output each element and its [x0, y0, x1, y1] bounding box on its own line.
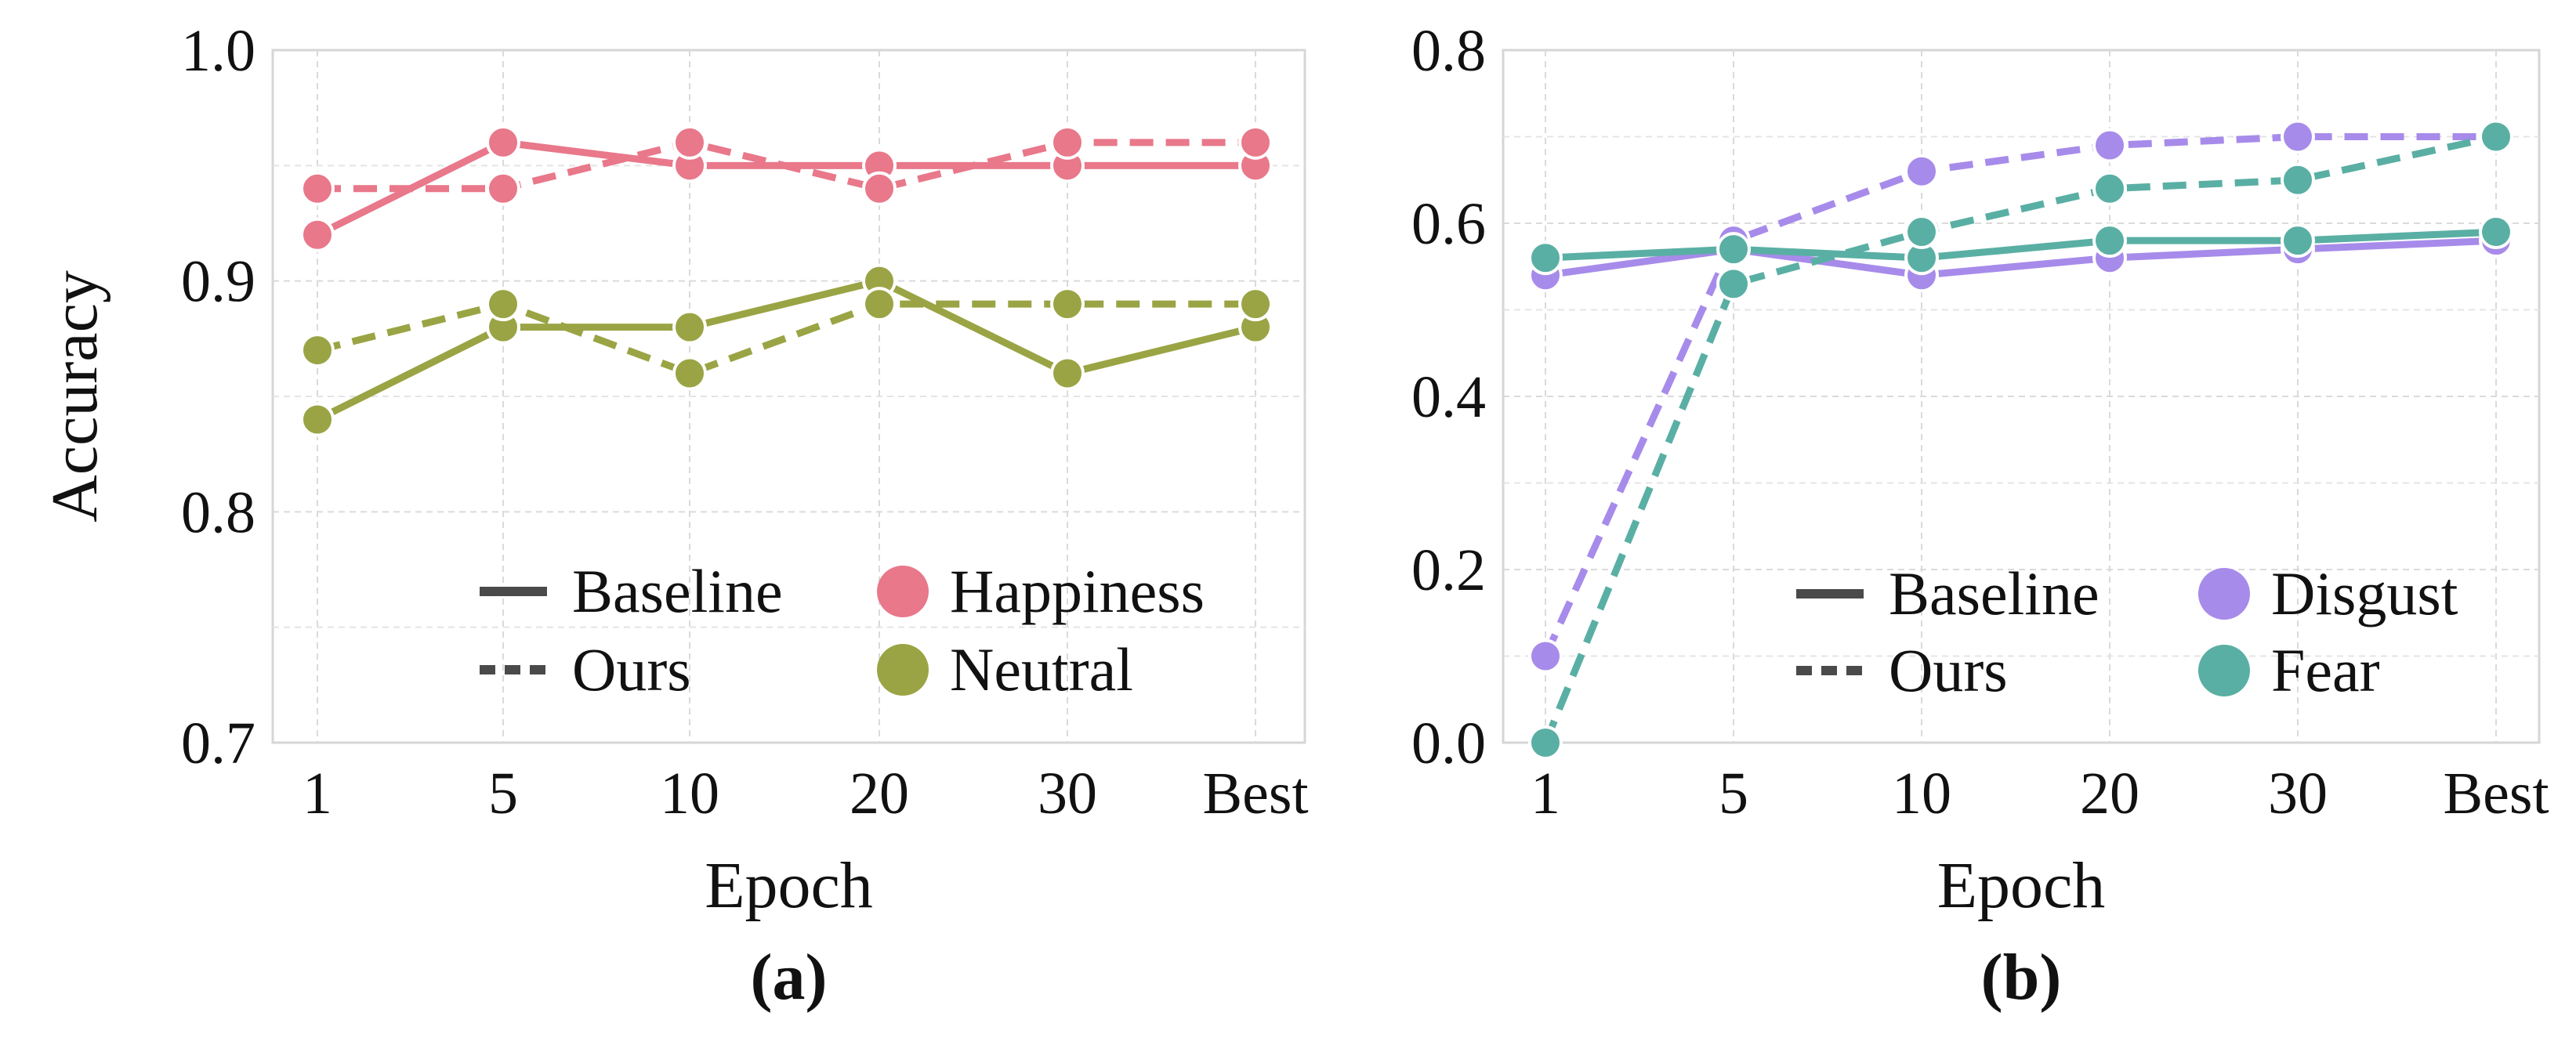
- data-point-fear-ours: [1904, 215, 1939, 250]
- data-point-neutral-ours: [672, 356, 707, 391]
- data-point-happiness-baseline: [486, 125, 520, 160]
- legend-label-ours: Ours: [1889, 636, 2008, 704]
- x-tick-label: 30: [1038, 761, 1097, 826]
- y-tick-label: 0.7: [181, 711, 255, 776]
- legend-marker-happiness: [877, 566, 929, 617]
- data-point-fear-baseline: [2092, 223, 2127, 259]
- x-tick-label: 1: [303, 761, 332, 826]
- data-point-disgust-ours: [2092, 128, 2127, 163]
- x-tick-label: 30: [2268, 761, 2328, 826]
- x-tick-label: Best: [2443, 761, 2549, 826]
- legend-label-baseline: Baseline: [572, 557, 783, 625]
- series-line-fear-baseline: [1545, 228, 2497, 262]
- data-point-fear-baseline: [2479, 215, 2513, 250]
- legend-label-baseline: Baseline: [1889, 559, 2100, 627]
- data-point-disgust-ours: [1904, 154, 1939, 189]
- data-point-fear-ours: [1716, 266, 1751, 302]
- chart-caption: (b): [1981, 941, 2062, 1014]
- data-point-neutral-baseline: [300, 402, 335, 437]
- y-tick-label: 1.0: [181, 18, 255, 84]
- x-tick-label: 5: [1719, 761, 1748, 826]
- series-line-neutral-baseline: [315, 277, 1257, 423]
- legend-marker-neutral: [877, 644, 929, 696]
- data-point-fear-baseline: [2281, 223, 2315, 259]
- data-point-disgust-ours: [2281, 119, 2315, 154]
- x-tick-label: Best: [1202, 761, 1308, 826]
- x-tick-label: 10: [1892, 761, 1951, 826]
- data-point-happiness-ours: [672, 125, 707, 160]
- legend-label-fear: Fear: [2271, 636, 2380, 704]
- data-point-happiness-ours: [1238, 125, 1273, 160]
- data-point-disgust-ours: [1528, 638, 1563, 674]
- y-tick-label: 0.8: [181, 479, 255, 545]
- x-axis-label: Epoch: [705, 849, 873, 922]
- y-tick-label: 0.2: [1411, 537, 1486, 603]
- x-tick-label: 5: [488, 761, 518, 826]
- x-tick-label: 10: [660, 761, 719, 826]
- data-point-happiness-ours: [862, 171, 897, 206]
- y-tick-label: 0.0: [1411, 711, 1486, 776]
- series-line-fear-ours: [1542, 133, 2497, 744]
- series-line-happiness-ours: [317, 139, 1255, 193]
- legend-marker-fear: [2198, 645, 2250, 696]
- y-tick-label: 0.6: [1411, 191, 1486, 257]
- y-tick-label: 0.8: [1411, 18, 1486, 84]
- data-point-fear-ours: [2479, 119, 2513, 154]
- data-point-neutral-baseline: [672, 309, 707, 345]
- data-point-fear-baseline: [1716, 232, 1751, 267]
- x-tick-label: 20: [850, 761, 909, 826]
- series-line-neutral-ours: [316, 300, 1255, 378]
- data-point-fear-baseline: [1528, 240, 1563, 276]
- data-point-happiness-baseline: [300, 217, 335, 252]
- chart-caption: (a): [751, 941, 828, 1014]
- data-point-fear-ours: [2281, 162, 2315, 197]
- data-point-neutral-ours: [1238, 287, 1273, 322]
- x-tick-label: 1: [1531, 761, 1560, 826]
- data-point-fear-ours: [1528, 725, 1563, 760]
- data-point-happiness-ours: [1050, 125, 1085, 160]
- data-point-neutral-ours: [300, 333, 335, 368]
- data-point-neutral-ours: [486, 287, 520, 322]
- x-tick-label: 20: [2080, 761, 2139, 826]
- x-axis-label: Epoch: [1937, 849, 2106, 922]
- data-point-neutral-ours: [862, 287, 897, 322]
- data-point-fear-ours: [2092, 171, 2127, 206]
- data-point-happiness-ours: [486, 171, 520, 206]
- y-axis-label: Accuracy: [38, 270, 111, 523]
- legend-label-ours: Ours: [572, 635, 691, 703]
- data-point-neutral-baseline: [1050, 356, 1085, 391]
- y-tick-label: 0.4: [1411, 364, 1486, 430]
- data-point-happiness-ours: [300, 171, 335, 206]
- series-line-disgust-ours: [1542, 133, 2496, 658]
- legend-label-neutral: Neutral: [950, 635, 1133, 703]
- y-tick-label: 0.9: [181, 249, 255, 315]
- data-point-neutral-ours: [1050, 287, 1085, 322]
- legend-marker-disgust: [2198, 568, 2250, 620]
- legend-label-disgust: Disgust: [2271, 559, 2458, 627]
- legend-label-happiness: Happiness: [950, 557, 1205, 625]
